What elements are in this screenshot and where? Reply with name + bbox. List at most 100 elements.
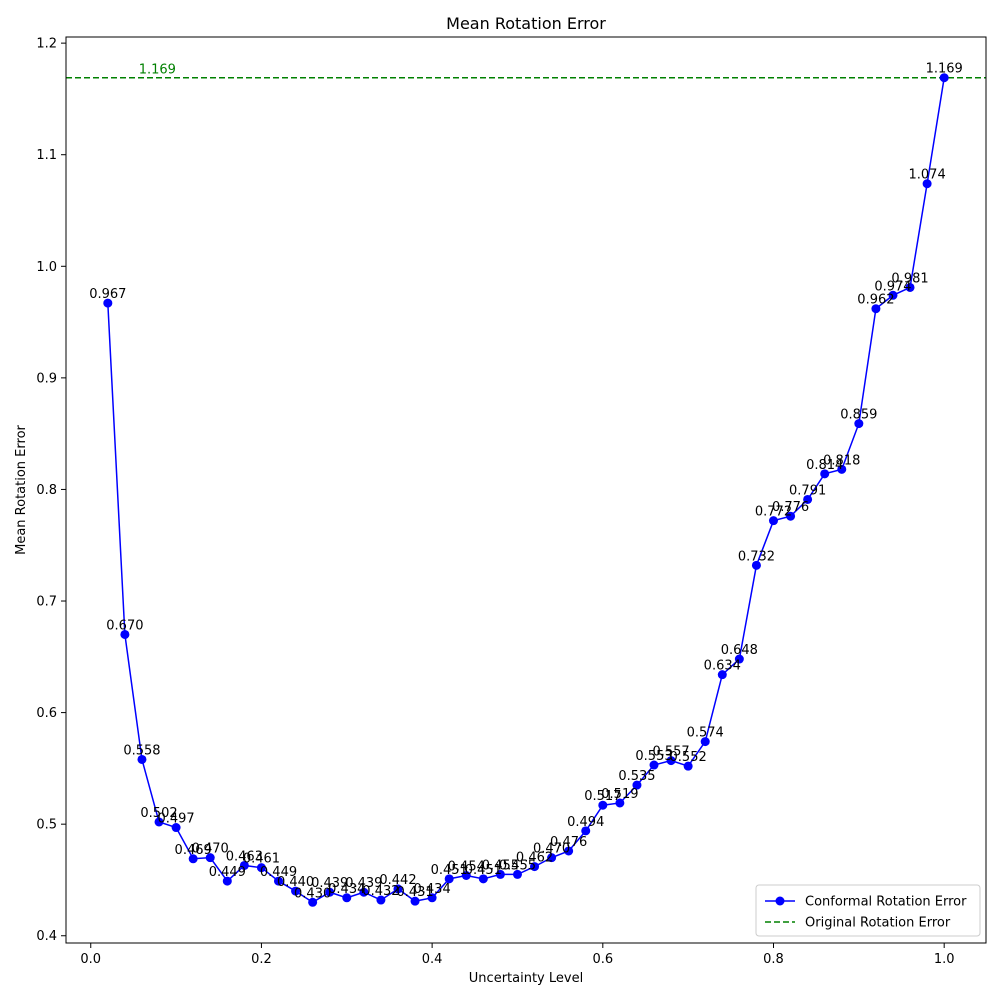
conformal-data-label: 0.574: [687, 726, 724, 741]
y-tick-label: 0.5: [36, 818, 57, 833]
conformal-data-label: 0.981: [891, 271, 928, 286]
conformal-point: [171, 823, 181, 833]
conformal-point: [871, 304, 881, 314]
conformal-data-label: 0.517: [584, 789, 621, 804]
conformal-point: [547, 853, 557, 863]
conformal-data-label: 0.497: [157, 812, 194, 827]
conformal-point: [137, 754, 147, 764]
conformal-data-label: 0.552: [670, 750, 707, 765]
conformal-data-label: 0.502: [140, 806, 177, 821]
conformal-point: [120, 629, 130, 639]
conformal-data-label: 0.434: [328, 882, 365, 897]
conformal-point: [751, 560, 761, 570]
conformal-data-label: 0.449: [260, 865, 297, 880]
conformal-point: [598, 800, 608, 810]
conformal-point: [649, 760, 659, 770]
y-tick-label: 0.8: [36, 483, 57, 498]
y-axis: 0.4 0.5 0.6 0.7 0.8 0.9 1.0 1.1 1.2: [36, 37, 66, 944]
conformal-point: [512, 869, 522, 879]
x-tick-label: 0.8: [763, 952, 784, 967]
legend-conformal-label: Conformal Rotation Error: [805, 895, 967, 910]
conformal-point: [410, 896, 420, 906]
x-tick-label: 0.2: [251, 952, 272, 967]
conformal-point: [342, 893, 352, 903]
y-axis-label: Mean Rotation Error: [14, 424, 29, 554]
conformal-data-label: 0.461: [243, 852, 280, 867]
conformal-point: [581, 826, 591, 836]
conformal-data-label: 1.074: [909, 168, 946, 183]
y-tick-label: 0.6: [36, 706, 57, 721]
conformal-data-label: 0.553: [635, 749, 672, 764]
conformal-point: [803, 494, 813, 504]
y-tick-label: 1.2: [36, 37, 57, 52]
y-tick-label: 0.7: [36, 595, 57, 610]
conformal-data-label: 0.776: [772, 500, 809, 515]
reference-line-layer: 1.169: [66, 63, 986, 79]
conformal-data-label: 0.814: [806, 458, 843, 473]
conformal-data-label: 0.462: [516, 851, 553, 866]
conformal-data-label: 0.494: [567, 815, 604, 830]
conformal-point: [444, 874, 454, 884]
conformal-data-label: 0.440: [277, 875, 314, 890]
conformal-point: [393, 884, 403, 894]
conformal-point: [854, 419, 864, 429]
conformal-data-label: 0.432: [362, 884, 399, 899]
conformal-point: [820, 469, 830, 479]
conformal-data-label: 0.454: [448, 859, 485, 874]
conformal-point: [939, 73, 949, 83]
conformal-data-label: 0.967: [89, 287, 126, 302]
plot-frame: [65, 36, 987, 944]
conformal-point: [632, 780, 642, 790]
original-rotation-error-label: 1.169: [139, 63, 176, 78]
x-tick-label: 0.4: [422, 952, 443, 967]
conformal-point: [188, 854, 198, 864]
conformal-data-label: 0.439: [311, 876, 348, 891]
conformal-data-label: 0.818: [823, 453, 860, 468]
conformal-data-label: 0.476: [550, 835, 587, 850]
conformal-data-label: 0.535: [618, 769, 655, 784]
conformal-point: [530, 862, 540, 872]
conformal-point: [154, 817, 164, 827]
conformal-data-label: 1.169: [926, 62, 963, 77]
legend: Conformal Rotation Error Original Rotati…: [755, 884, 981, 937]
conformal-point: [274, 876, 284, 886]
data-label-layer: 0.9670.6700.5580.5020.4970.4690.4700.449…: [89, 62, 963, 902]
conformal-point: [700, 737, 710, 747]
conformal-data-label: 0.670: [106, 618, 143, 633]
conformal-point: [666, 756, 676, 766]
conformal-data-label: 0.449: [209, 865, 246, 880]
y-tick-label: 1.1: [36, 148, 57, 163]
conformal-point: [717, 670, 727, 680]
conformal-point: [205, 853, 215, 863]
conformal-point: [888, 290, 898, 300]
conformal-data-label: 0.470: [533, 842, 570, 857]
conformal-point: [478, 874, 488, 884]
conformal-point: [495, 869, 505, 879]
conformal-point: [683, 761, 693, 771]
conformal-point: [734, 654, 744, 664]
chart-title: Mean Rotation Error: [446, 14, 606, 33]
conformal-point: [222, 876, 232, 886]
series-layer: [103, 73, 949, 907]
conformal-point: [786, 511, 796, 521]
conformal-point: [564, 846, 574, 856]
conformal-point: [461, 870, 471, 880]
conformal-point: [905, 282, 915, 292]
conformal-point: [359, 887, 369, 897]
conformal-point: [837, 464, 847, 474]
plot-area: 1.169 0.9670.6700.5580.5020.4970.4690.47…: [66, 62, 986, 907]
conformal-data-label: 0.469: [175, 843, 212, 858]
conformal-point: [308, 897, 318, 907]
legend-box: [755, 884, 981, 937]
conformal-data-label: 0.430: [294, 886, 331, 901]
y-tick-label: 1.0: [36, 260, 57, 275]
conformal-data-label: 0.455: [482, 858, 519, 873]
conformal-data-label: 0.451: [431, 863, 468, 878]
x-axis-label: Uncertainty Level: [469, 971, 583, 986]
x-tick-label: 0.6: [592, 952, 613, 967]
conformal-data-label: 0.451: [465, 863, 502, 878]
x-tick-label: 1.0: [934, 952, 955, 967]
y-tick-label: 0.9: [36, 371, 57, 386]
